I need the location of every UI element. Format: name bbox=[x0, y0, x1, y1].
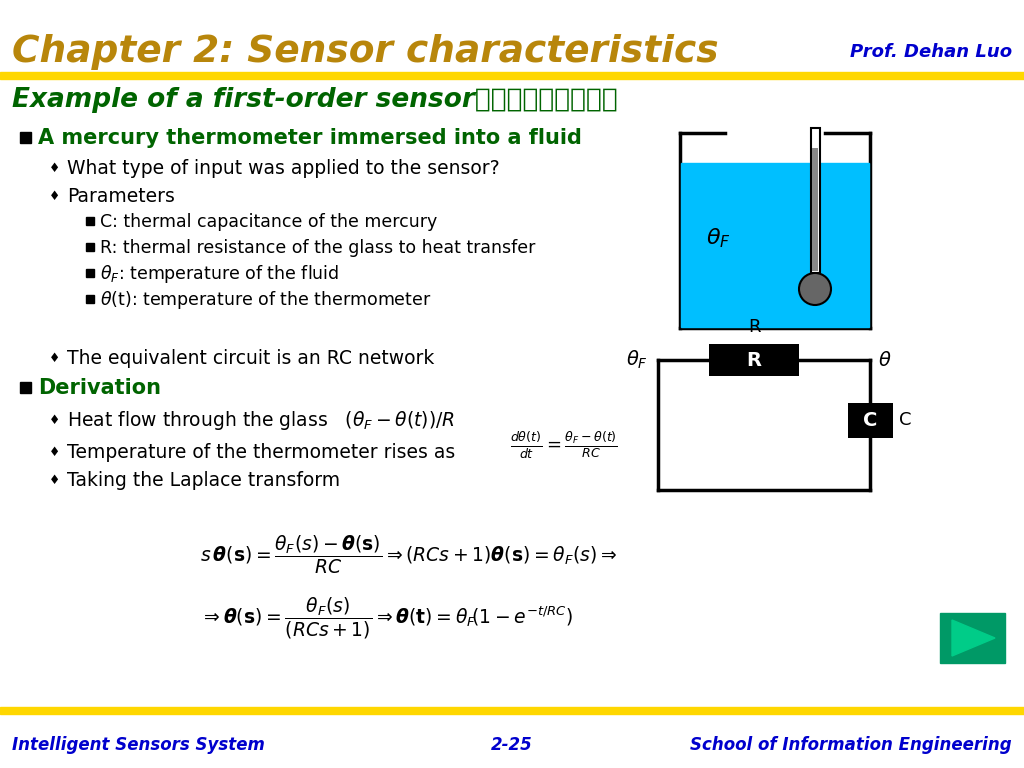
Text: A mercury thermometer immersed into a fluid: A mercury thermometer immersed into a fl… bbox=[38, 128, 582, 148]
Text: $\theta_F$: temperature of the fluid: $\theta_F$: temperature of the fluid bbox=[100, 263, 339, 285]
Text: $\theta_F$: $\theta_F$ bbox=[706, 227, 730, 250]
Text: School of Information Engineering: School of Information Engineering bbox=[690, 736, 1012, 754]
Text: R: thermal resistance of the glass to heat transfer: R: thermal resistance of the glass to he… bbox=[100, 239, 536, 257]
Text: ♦: ♦ bbox=[49, 413, 60, 426]
Bar bbox=[940, 613, 1005, 663]
Text: Heat flow through the glass   $(\theta_F - \theta(t))/R$: Heat flow through the glass $(\theta_F -… bbox=[67, 409, 455, 432]
Bar bbox=[812, 148, 818, 271]
Bar bbox=[681, 163, 868, 326]
Text: The equivalent circuit is an RC network: The equivalent circuit is an RC network bbox=[67, 349, 434, 368]
Text: Derivation: Derivation bbox=[38, 378, 161, 398]
Text: Taking the Laplace transform: Taking the Laplace transform bbox=[67, 471, 340, 489]
Circle shape bbox=[799, 273, 831, 305]
Polygon shape bbox=[952, 620, 995, 656]
Text: C: C bbox=[898, 411, 911, 429]
Text: Example of a first-order sensor（一阶传感器举例）: Example of a first-order sensor（一阶传感器举例） bbox=[12, 87, 617, 113]
Text: $\theta_F$: $\theta_F$ bbox=[626, 349, 648, 371]
Bar bbox=[86, 217, 94, 225]
Text: ♦: ♦ bbox=[49, 445, 60, 458]
Text: R: R bbox=[746, 350, 762, 369]
Bar bbox=[20, 132, 31, 143]
Text: C: C bbox=[863, 411, 878, 429]
Text: What type of input was applied to the sensor?: What type of input was applied to the se… bbox=[67, 158, 500, 177]
Bar bbox=[86, 269, 94, 277]
Bar bbox=[709, 344, 799, 376]
Text: $\frac{d\theta(t)}{dt} = \frac{\theta_F - \theta(t)}{RC}$: $\frac{d\theta(t)}{dt} = \frac{\theta_F … bbox=[510, 429, 617, 461]
Bar bbox=[20, 382, 31, 393]
Text: ♦: ♦ bbox=[49, 161, 60, 174]
Bar bbox=[848, 402, 893, 438]
Text: Temperature of the thermometer rises as: Temperature of the thermometer rises as bbox=[67, 442, 456, 462]
Text: C: thermal capacitance of the mercury: C: thermal capacitance of the mercury bbox=[100, 213, 437, 231]
Text: ♦: ♦ bbox=[49, 190, 60, 203]
Bar bbox=[86, 295, 94, 303]
Bar bbox=[0, 707, 1024, 714]
Text: ♦: ♦ bbox=[49, 352, 60, 365]
Text: Prof. Dehan Luo: Prof. Dehan Luo bbox=[850, 43, 1012, 61]
Text: Intelligent Sensors System: Intelligent Sensors System bbox=[12, 736, 265, 754]
Text: $s\,\boldsymbol{\theta}(\mathbf{s}) = \dfrac{\theta_F(s) - \boldsymbol{\theta}(\: $s\,\boldsymbol{\theta}(\mathbf{s}) = \d… bbox=[200, 534, 617, 576]
Bar bbox=[0, 72, 1024, 79]
Text: $\theta$(t): temperature of the thermometer: $\theta$(t): temperature of the thermome… bbox=[100, 289, 431, 311]
Text: Parameters: Parameters bbox=[67, 187, 175, 206]
Bar bbox=[811, 128, 819, 273]
Text: R: R bbox=[748, 318, 760, 336]
Text: 2-25: 2-25 bbox=[492, 736, 532, 754]
Text: Chapter 2: Sensor characteristics: Chapter 2: Sensor characteristics bbox=[12, 34, 719, 70]
Text: $\Rightarrow \boldsymbol{\theta}(\mathbf{s}) = \dfrac{\theta_F(s)}{(RCs+1)}\Righ: $\Rightarrow \boldsymbol{\theta}(\mathbf… bbox=[200, 595, 573, 641]
Text: $\theta$: $\theta$ bbox=[878, 350, 892, 369]
Text: ♦: ♦ bbox=[49, 474, 60, 486]
Bar bbox=[86, 243, 94, 251]
